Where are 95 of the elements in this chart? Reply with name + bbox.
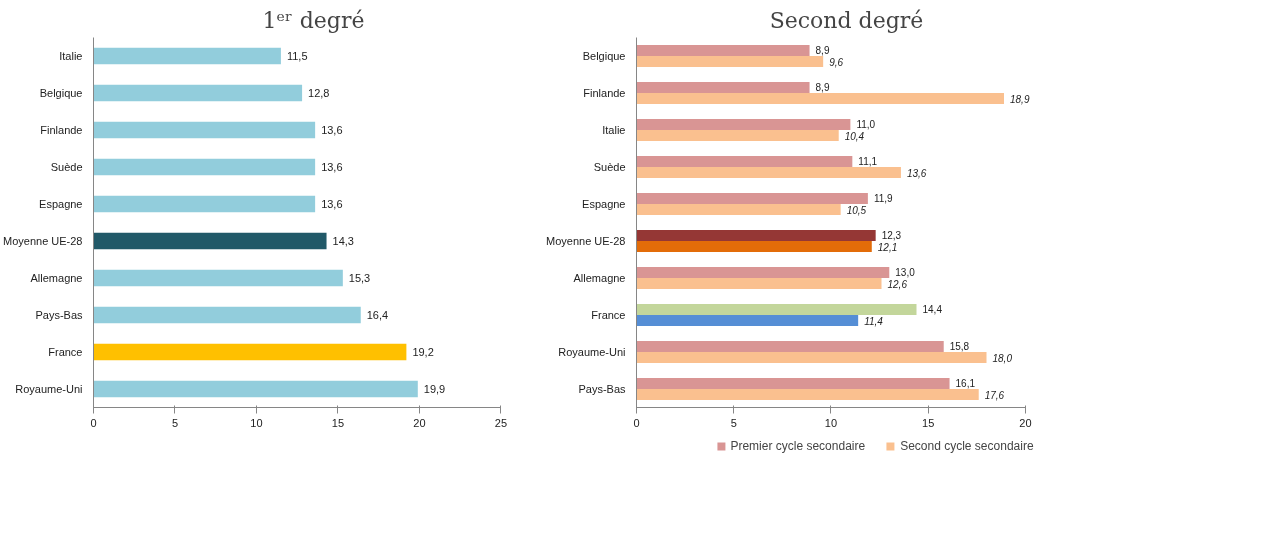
data-label: 16,1 (955, 378, 976, 390)
bar (636, 352, 987, 364)
x-tick-label: 5 (171, 416, 179, 429)
bar (636, 44, 810, 56)
bar (636, 229, 876, 241)
y-tick-label: Suède (50, 161, 83, 173)
y-tick-label: Belgique (582, 50, 626, 62)
y-tick-label: Finlande (40, 124, 83, 136)
data-label: 16,4 (366, 309, 389, 321)
bar (636, 266, 890, 278)
bar (93, 121, 316, 139)
bar (93, 232, 327, 250)
bar (636, 241, 872, 253)
bar (636, 204, 841, 216)
legend-label: Premier cycle secondaire (730, 439, 866, 453)
bar (93, 84, 303, 102)
bar (636, 389, 979, 401)
bar (636, 340, 944, 352)
chart-title: Second degré (769, 7, 924, 33)
data-label: 13,6 (321, 161, 343, 173)
y-tick-label: Moyenne UE-28 (546, 235, 626, 247)
data-label: 11,9 (873, 193, 894, 205)
data-label: 8,9 (815, 82, 830, 94)
y-tick-label: France (48, 346, 83, 358)
data-label: 10,5 (846, 204, 867, 216)
data-label: 13,6 (906, 167, 927, 179)
data-label: 9,6 (829, 56, 844, 68)
data-label: 12,6 (887, 278, 908, 290)
bar (636, 303, 917, 315)
y-tick-label: Royaume-Uni (15, 383, 83, 395)
y-tick-label: Espagne (39, 198, 83, 210)
bar (93, 195, 316, 213)
bar (636, 155, 853, 167)
y-tick-label: Espagne (582, 198, 626, 210)
bar (636, 167, 901, 179)
data-label: 18,9 (1010, 93, 1030, 105)
data-label: 10,4 (844, 130, 865, 142)
data-label: 13,6 (321, 198, 343, 210)
y-tick-label: Moyenne UE-28 (3, 235, 83, 247)
bar (93, 269, 343, 287)
chart-title: 1ᵉʳ degré (262, 7, 365, 33)
y-tick-label: Allemagne (30, 272, 83, 284)
bar (93, 47, 281, 65)
x-tick-label: 25 (494, 416, 508, 429)
y-tick-label: Allemagne (573, 272, 626, 284)
bar (636, 315, 859, 327)
data-label: 11,5 (286, 50, 308, 62)
data-label: 11,4 (864, 315, 884, 327)
bar (93, 343, 407, 361)
bar (636, 81, 810, 93)
y-tick-label: Belgique (39, 87, 83, 99)
data-label: 18,0 (992, 352, 1013, 364)
data-label: 12,1 (877, 241, 898, 253)
x-tick-label: 0 (90, 416, 97, 429)
bar (636, 278, 882, 290)
y-tick-label: Suède (593, 161, 626, 173)
data-label: 14,4 (922, 304, 943, 316)
y-tick-label: Pays-Bas (578, 383, 626, 395)
data-label: 13,6 (321, 124, 343, 136)
y-tick-label: Italie (59, 50, 83, 62)
bar (636, 118, 851, 130)
data-label: 11,0 (856, 119, 876, 131)
bar (93, 158, 316, 176)
y-tick-label: Royaume-Uni (558, 346, 626, 358)
bar (93, 306, 361, 324)
bar (636, 192, 868, 204)
x-tick-label: 10 (250, 416, 263, 429)
data-label: 15,8 (949, 341, 970, 353)
bar (93, 380, 418, 398)
bar (636, 56, 824, 68)
x-tick-label: 0 (633, 416, 640, 429)
data-label: 19,2 (412, 346, 434, 358)
bar (636, 130, 839, 142)
data-label: 14,3 (332, 235, 354, 247)
x-tick-label: 20 (413, 416, 426, 429)
x-tick-label: 15 (331, 416, 345, 429)
y-tick-label: Finlande (583, 87, 626, 99)
x-tick-label: 15 (922, 416, 935, 429)
x-tick-label: 10 (824, 416, 838, 429)
x-tick-label: 20 (1019, 416, 1032, 429)
data-label: 8,9 (815, 45, 830, 57)
data-label: 15,3 (348, 272, 371, 284)
data-label: 17,6 (984, 389, 1005, 401)
data-label: 19,9 (423, 383, 446, 395)
data-label: 13,0 (895, 267, 916, 279)
y-tick-label: Italie (602, 124, 626, 136)
x-tick-label: 5 (730, 416, 737, 429)
y-tick-label: France (591, 309, 626, 321)
bar (636, 377, 950, 389)
legend-label: Second cycle secondaire (900, 439, 1034, 453)
bar (636, 93, 1004, 105)
data-label: 12,8 (308, 87, 330, 99)
data-label: 12,3 (881, 230, 902, 242)
y-tick-label: Pays-Bas (35, 309, 83, 321)
data-label: 11,1 (858, 156, 878, 168)
